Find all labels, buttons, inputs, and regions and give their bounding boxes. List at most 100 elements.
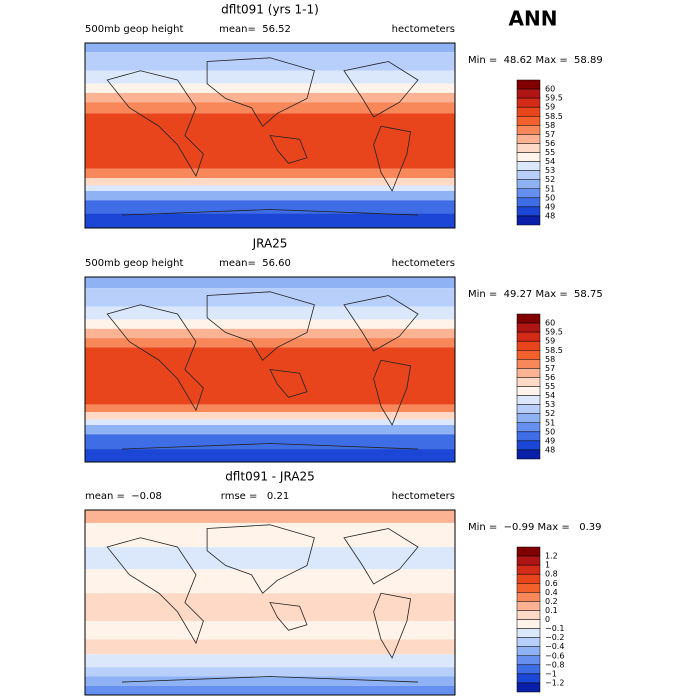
- colorbar-box: [516, 179, 541, 189]
- colorbar-label: −0.8: [545, 660, 564, 669]
- coastline: [343, 295, 419, 352]
- colorbar-box: [516, 206, 541, 217]
- map-band: [85, 185, 455, 191]
- colorbar-label: 60: [545, 85, 555, 94]
- colorbar-box: [516, 564, 541, 575]
- map-band: [85, 449, 455, 462]
- colorbar-label: −1: [545, 669, 557, 678]
- map-band: [85, 306, 455, 320]
- colorbar-label: 56: [545, 139, 555, 148]
- colorbar-box: [516, 161, 541, 171]
- colorbar-box: [516, 637, 541, 647]
- coastline: [121, 676, 419, 683]
- colorbar-label: 51: [545, 418, 555, 427]
- colorbar-label: 55: [545, 148, 555, 157]
- map-band: [85, 593, 455, 621]
- map-band: [85, 52, 455, 71]
- colorbar-box: [516, 413, 541, 423]
- colorbar-box: [516, 546, 541, 557]
- coastline: [121, 209, 419, 216]
- colorbar-box: [516, 170, 541, 180]
- colorbar-label: −0.6: [545, 651, 564, 660]
- colorbar-label: 49: [545, 202, 555, 211]
- coastline: [206, 57, 315, 127]
- coastline: [373, 359, 412, 426]
- colorbar-label: 0: [545, 615, 550, 624]
- coastlines: [106, 524, 419, 683]
- right-label: hectometers: [392, 491, 455, 502]
- colorbar-box: [516, 359, 541, 369]
- colorbar-box: [516, 673, 541, 684]
- colorbar-box: [516, 322, 541, 333]
- colorbar-label: 52: [545, 409, 555, 418]
- map-band: [85, 200, 455, 214]
- colorbar-box: [516, 143, 541, 153]
- map-band: [85, 168, 455, 179]
- colorbar-box: [516, 431, 541, 442]
- map-band: [85, 113, 455, 169]
- map-band: [85, 92, 455, 103]
- colorbar-label: 0.4: [545, 588, 558, 597]
- colorbar-box: [516, 88, 541, 99]
- colorbar-label: 0.1: [545, 606, 558, 615]
- colorbar-box: [516, 628, 541, 638]
- coastlines: [106, 291, 419, 450]
- colorbar-label: 59: [545, 103, 555, 112]
- map-band: [85, 338, 455, 348]
- colorbar-label: 52: [545, 175, 555, 184]
- colorbar-box: [516, 682, 541, 693]
- colorbar-box: [516, 592, 541, 602]
- map-band: [85, 83, 455, 93]
- coastlines: [106, 57, 419, 216]
- map-band: [85, 191, 455, 201]
- map-band: [85, 419, 455, 425]
- map-band: [85, 277, 455, 289]
- map-band: [85, 404, 455, 413]
- colorbar-box: [516, 97, 541, 108]
- colorbar-label: 60: [545, 319, 555, 328]
- colorbar-label: 57: [545, 364, 555, 373]
- colorbar-label: 55: [545, 382, 555, 391]
- colorbar-box: [516, 555, 541, 566]
- map-band: [85, 667, 455, 677]
- panel-title: dflt091 (yrs 1-1): [221, 3, 319, 17]
- colorbar-label: 59: [545, 337, 555, 346]
- colorbar-box: [516, 116, 541, 126]
- colorbar-label: 54: [545, 157, 555, 166]
- map-band: [85, 621, 455, 640]
- coastline: [206, 291, 315, 361]
- colorbar-box: [516, 646, 541, 656]
- colorbar-label: 54: [545, 391, 555, 400]
- map-band: [85, 328, 455, 339]
- coastline: [373, 125, 412, 192]
- map-frame: [84, 42, 456, 229]
- panel-title: JRA25: [252, 237, 288, 251]
- colorbar-label: 53: [545, 166, 555, 175]
- map-band: [85, 569, 455, 594]
- map-band: [85, 676, 455, 686]
- right-label: hectometers: [392, 24, 455, 35]
- coastline: [343, 528, 419, 585]
- map-band: [85, 547, 455, 570]
- colorbar-box: [516, 106, 541, 117]
- panel-title: dflt091 - JRA25: [225, 470, 315, 484]
- colorbar-label: 51: [545, 184, 555, 193]
- colorbar-label: 50: [545, 427, 555, 436]
- map-band: [85, 510, 455, 523]
- coastline: [106, 70, 204, 178]
- colorbar-box: [516, 422, 541, 433]
- map-band: [85, 412, 455, 420]
- range-label: Min = 48.62 Max = 58.89: [468, 55, 603, 66]
- coastline: [269, 135, 308, 164]
- colorbar-label: 0.8: [545, 570, 558, 579]
- colorbar-box: [516, 610, 541, 620]
- colorbar-box: [516, 313, 541, 324]
- colorbar-label: 49: [545, 436, 555, 445]
- colorbar-box: [516, 449, 541, 460]
- left-label: mean = −0.08: [85, 491, 162, 502]
- colorbar-label: 59.5: [545, 94, 563, 103]
- coastline: [373, 592, 412, 659]
- colorbar-label: 59.5: [545, 328, 563, 337]
- colorbar-box: [516, 215, 541, 226]
- map-band: [85, 213, 455, 228]
